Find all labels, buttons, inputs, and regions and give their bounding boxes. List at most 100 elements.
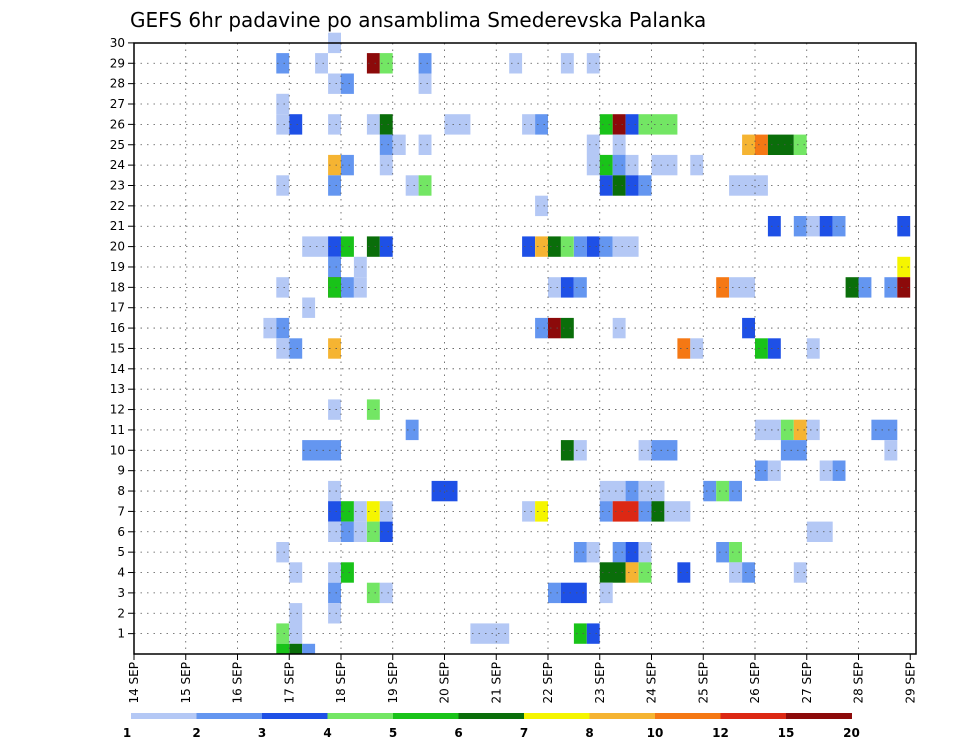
y-tick-label: 28 bbox=[110, 77, 125, 91]
heatmap-cell bbox=[612, 542, 626, 563]
heatmap-cell bbox=[560, 440, 574, 461]
heatmap-cell bbox=[418, 53, 432, 74]
y-tick-label: 6 bbox=[117, 525, 125, 539]
heatmap-cell bbox=[599, 582, 613, 604]
heatmap-cell bbox=[897, 256, 911, 278]
heatmap-cell bbox=[832, 216, 846, 237]
x-tick-label: 28 SEP bbox=[852, 662, 866, 704]
heatmap-cell bbox=[341, 562, 354, 583]
heatmap-cell bbox=[535, 501, 548, 522]
heatmap-cell bbox=[418, 73, 432, 94]
heatmap-cell bbox=[612, 154, 626, 176]
heatmap-cell bbox=[276, 643, 290, 654]
heatmap-cell bbox=[328, 236, 341, 257]
heatmap-cell bbox=[366, 501, 380, 522]
x-tick-label: 14 SEP bbox=[127, 662, 141, 704]
heatmap-cell bbox=[742, 317, 755, 339]
heatmap-cell bbox=[767, 134, 794, 155]
heatmap-cell bbox=[742, 562, 755, 583]
heatmap-cell bbox=[793, 134, 807, 155]
heatmap-cell bbox=[353, 501, 367, 522]
heatmap-cell bbox=[548, 582, 561, 604]
y-tick-label: 25 bbox=[110, 138, 125, 152]
heatmap-cell bbox=[793, 419, 807, 441]
colorbar-swatch bbox=[524, 713, 590, 719]
heatmap-cell bbox=[522, 236, 535, 257]
x-axis: 14 SEP 15 SEP 16 SEP 17 SEP 18 SEP 19 SEP 20 S… bbox=[127, 654, 917, 704]
heatmap-cell bbox=[328, 175, 341, 196]
heatmap-cell bbox=[638, 562, 652, 583]
heatmap-cell bbox=[806, 338, 820, 359]
heatmap-cell bbox=[612, 501, 639, 522]
heatmap-cell bbox=[418, 134, 432, 155]
heatmap-cell bbox=[379, 114, 393, 135]
heatmap-cell bbox=[560, 582, 587, 604]
heatmap-cell bbox=[289, 114, 303, 135]
heatmap-cell bbox=[871, 419, 898, 441]
heatmap-cell bbox=[560, 277, 574, 298]
heatmap-cell bbox=[328, 277, 341, 298]
heatmap-cell bbox=[677, 562, 691, 583]
heatmap-cell bbox=[328, 501, 341, 522]
colorbar-swatch bbox=[131, 713, 197, 719]
heatmap-cell bbox=[418, 175, 432, 196]
heatmap-cell bbox=[328, 562, 341, 583]
heatmap-cell bbox=[366, 114, 380, 135]
colorbar-swatch bbox=[262, 713, 328, 719]
heatmap-cell bbox=[638, 440, 652, 461]
heatmap-cell bbox=[328, 114, 341, 135]
x-tick-label: 23 SEP bbox=[593, 662, 607, 704]
colorbar-swatch bbox=[458, 713, 525, 719]
colorbar-swatch bbox=[655, 713, 721, 719]
heatmap-cell bbox=[819, 460, 833, 481]
y-tick-label: 23 bbox=[110, 178, 125, 192]
heatmap-cells bbox=[263, 32, 911, 654]
colorbar-label: 7 bbox=[520, 726, 528, 740]
heatmap-cell bbox=[341, 73, 354, 94]
colorbar-swatch bbox=[196, 713, 263, 719]
heatmap-cell bbox=[366, 521, 380, 542]
heatmap-cell bbox=[625, 562, 639, 583]
heatmap-cell bbox=[586, 542, 600, 563]
heatmap-cell bbox=[625, 114, 639, 135]
heatmap-cell bbox=[845, 277, 859, 298]
colorbar-label: 3 bbox=[258, 726, 266, 740]
y-tick-label: 3 bbox=[117, 586, 125, 600]
heatmap-cell bbox=[612, 134, 626, 155]
heatmap-cell bbox=[548, 236, 561, 257]
heatmap-cell bbox=[625, 542, 639, 563]
heatmap-cell bbox=[522, 114, 535, 135]
heatmap-cell bbox=[366, 582, 380, 604]
heatmap-cell bbox=[379, 521, 393, 542]
colorbar-label: 4 bbox=[323, 726, 331, 740]
x-tick-label: 24 SEP bbox=[645, 662, 659, 704]
heatmap-cell bbox=[276, 623, 290, 644]
heatmap-cell bbox=[328, 582, 341, 604]
heatmap-cell bbox=[586, 236, 600, 257]
x-tick-label: 17 SEP bbox=[282, 662, 296, 704]
colorbar-label: 6 bbox=[454, 726, 462, 740]
heatmap-cell bbox=[586, 53, 600, 74]
colorbar: 1 2 3 4 5 6 7 8 10 12 15 20 bbox=[123, 713, 860, 740]
y-tick-label: 27 bbox=[110, 97, 125, 111]
x-tick-label: 21 SEP bbox=[489, 662, 503, 704]
y-tick-label: 26 bbox=[110, 117, 125, 131]
heatmap-cell bbox=[586, 154, 600, 176]
heatmap-cell bbox=[276, 93, 290, 115]
heatmap-cell bbox=[548, 277, 561, 298]
heatmap-cell bbox=[806, 216, 820, 237]
y-tick-label: 5 bbox=[117, 545, 125, 559]
heatmap-cell bbox=[729, 542, 742, 563]
heatmap-cell bbox=[793, 216, 807, 237]
y-tick-label: 12 bbox=[110, 403, 125, 417]
heatmap-cell bbox=[755, 419, 781, 441]
heatmap-cell bbox=[573, 542, 587, 563]
heatmap-cell bbox=[832, 460, 846, 481]
heatmap-cell bbox=[379, 154, 393, 176]
heatmap-cell bbox=[328, 338, 341, 359]
heatmap-cell bbox=[276, 175, 290, 196]
heatmap-cell bbox=[289, 603, 303, 624]
heatmap-cell bbox=[535, 195, 548, 217]
heatmap-cell bbox=[302, 297, 316, 318]
colorbar-label: 10 bbox=[647, 726, 664, 740]
